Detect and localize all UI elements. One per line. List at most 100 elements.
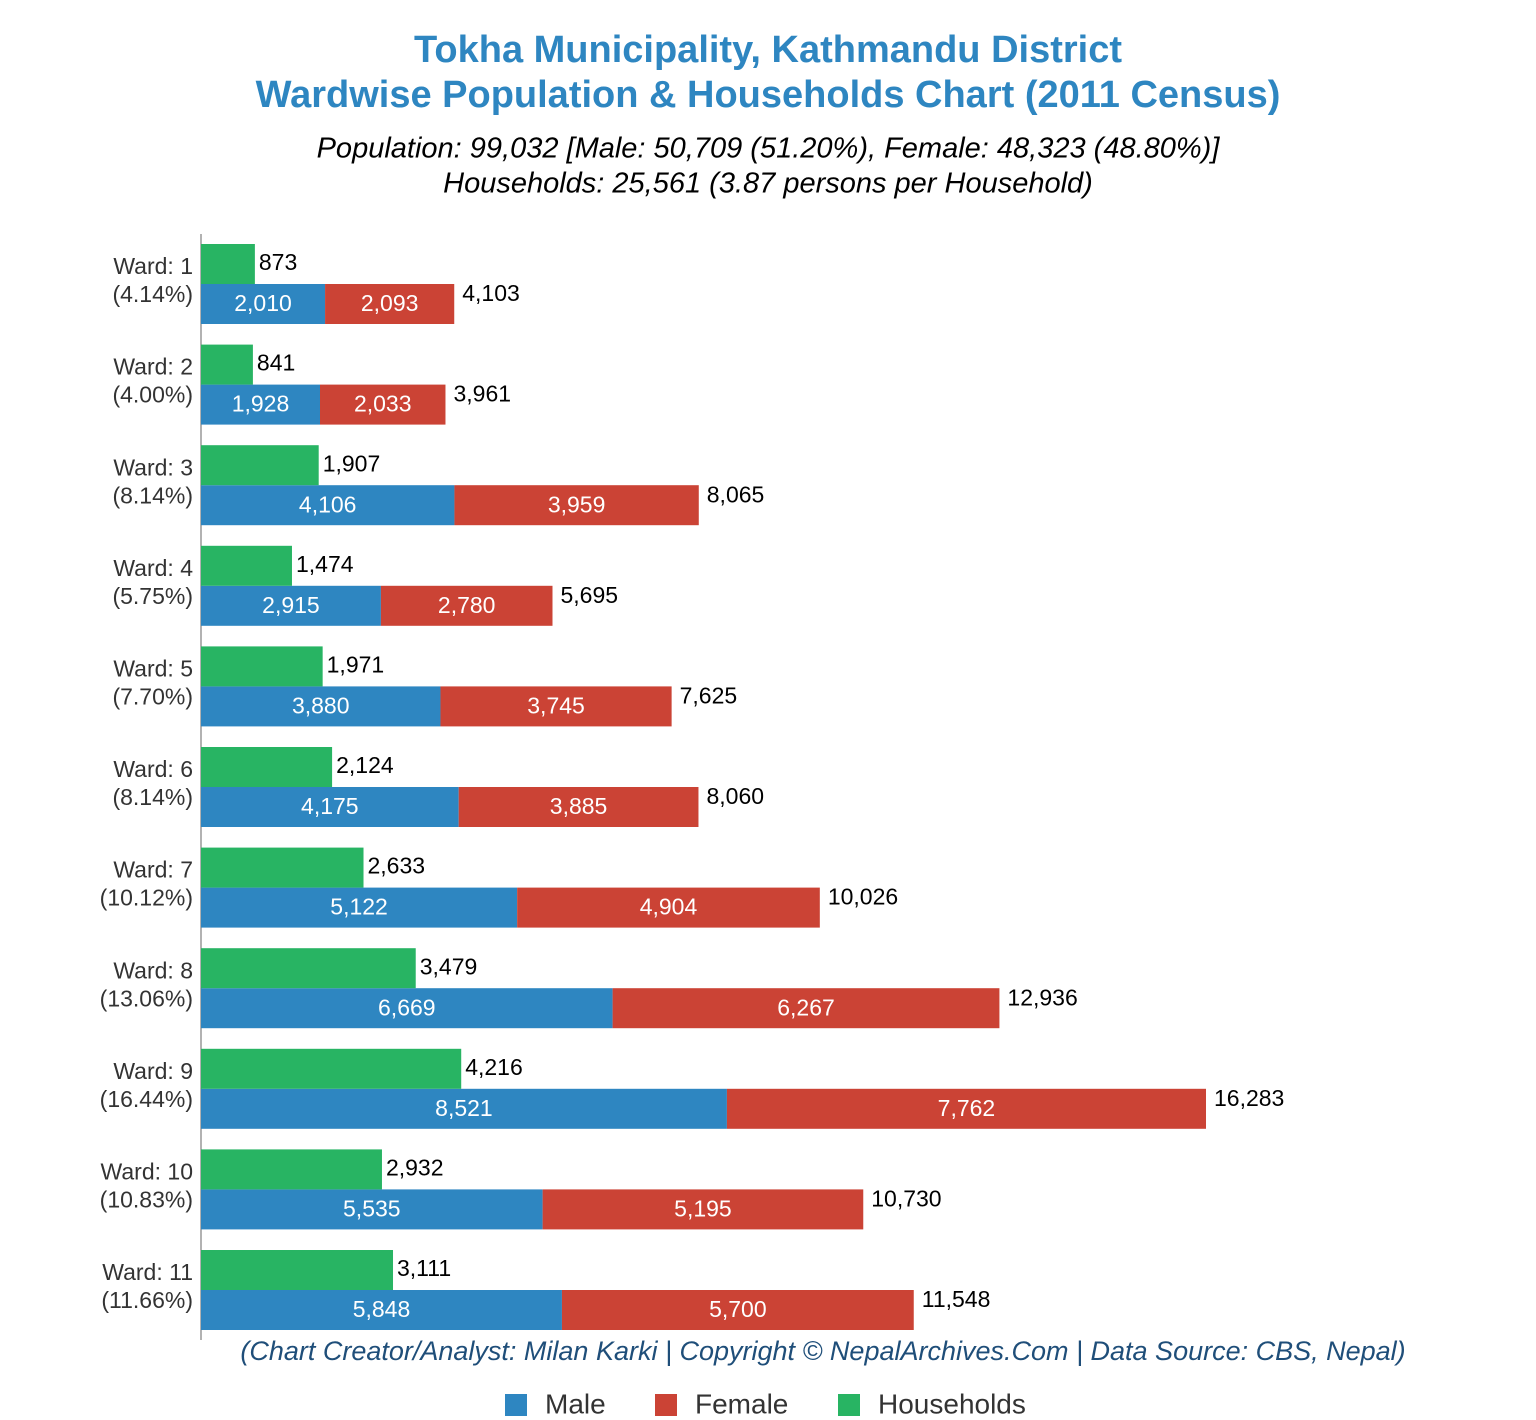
- data-label: 3,745: [527, 692, 585, 718]
- data-label: 5,700: [709, 1296, 767, 1322]
- data-label: 5,195: [674, 1195, 732, 1221]
- population-bar: [517, 887, 820, 928]
- population-bar: [319, 384, 446, 425]
- total-label: 10,026: [828, 884, 898, 910]
- population-bar: [201, 1290, 562, 1330]
- population-bar: [561, 1290, 914, 1330]
- data-label: 873: [259, 249, 297, 275]
- population-bar: [440, 686, 672, 727]
- data-label: 3,111: [397, 1255, 451, 1281]
- data-label: 1,474: [296, 551, 354, 577]
- population-bar: [325, 284, 455, 324]
- households-bar: [201, 646, 323, 687]
- data-label: 5,535: [343, 1195, 401, 1221]
- total-label: 16,283: [1214, 1085, 1284, 1111]
- data-label: 2,633: [368, 853, 426, 879]
- category-share: (10.12%): [100, 885, 193, 911]
- data-label: 3,885: [550, 793, 608, 819]
- legend-swatch: [505, 1394, 527, 1416]
- households-bar: [201, 344, 253, 385]
- category-share: (4.00%): [112, 382, 193, 408]
- population-bar: [201, 887, 518, 928]
- category-share: (11.66%): [101, 1287, 193, 1313]
- population-bar: [201, 1088, 727, 1129]
- data-label: 2,010: [234, 290, 292, 316]
- population-bar: [201, 787, 459, 827]
- category-label: Ward: 8: [113, 957, 193, 983]
- households-bar: [201, 1149, 382, 1190]
- population-bar: [201, 284, 326, 324]
- population-bar: [454, 485, 699, 526]
- category-label: Ward: 3: [113, 454, 193, 480]
- population-bar: [201, 686, 441, 727]
- legend-swatch: [838, 1394, 860, 1416]
- category-label: Ward: 11: [102, 1259, 193, 1285]
- category-label: Ward: 1: [113, 253, 193, 279]
- data-label: 7,762: [938, 1095, 996, 1121]
- households-bar: [201, 545, 292, 586]
- data-label: 1,907: [323, 450, 381, 476]
- population-bar: [201, 988, 613, 1029]
- total-label: 8,065: [707, 481, 765, 507]
- total-label: 11,548: [922, 1286, 991, 1312]
- category-share: (4.14%): [112, 281, 193, 307]
- total-label: 12,936: [1007, 984, 1077, 1010]
- legend-label: Male: [545, 1388, 606, 1419]
- category-share: (5.75%): [112, 583, 193, 609]
- households-bar: [201, 1048, 462, 1089]
- total-label: 5,695: [561, 582, 619, 608]
- total-label: 3,961: [453, 381, 511, 407]
- data-label: 3,880: [292, 692, 350, 718]
- chart-title: Wardwise Population & Households Chart (…: [256, 74, 1281, 116]
- category-share: (8.14%): [112, 482, 193, 508]
- category-label: Ward: 9: [113, 1058, 193, 1084]
- category-label: Ward: 2: [113, 354, 193, 380]
- data-label: 8,521: [435, 1095, 493, 1121]
- data-label: 3,959: [548, 491, 606, 517]
- data-label: 2,093: [361, 290, 419, 316]
- total-label: 4,103: [462, 280, 520, 306]
- population-bar: [542, 1189, 864, 1230]
- data-label: 841: [257, 350, 295, 376]
- data-label: 2,915: [262, 592, 320, 618]
- category-share: (13.06%): [100, 985, 193, 1011]
- data-label: 4,904: [640, 894, 698, 920]
- population-bar: [612, 988, 1000, 1029]
- category-share: (10.83%): [100, 1186, 193, 1212]
- population-bar: [201, 585, 381, 626]
- population-bar: [458, 787, 699, 827]
- category-label: Ward: 10: [101, 1158, 193, 1184]
- households-bar: [201, 948, 416, 989]
- total-label: 7,625: [680, 682, 738, 708]
- households-bar: [201, 847, 364, 888]
- chart-subtitle: Population: 99,032 [Male: 50,709 (51.20%…: [317, 133, 1221, 165]
- population-bar: [726, 1088, 1206, 1129]
- category-label: Ward: 5: [113, 655, 193, 681]
- population-bar: [380, 585, 553, 626]
- data-label: 2,932: [386, 1154, 444, 1180]
- households-bar: [201, 445, 319, 486]
- data-label: 4,106: [299, 491, 357, 517]
- category-share: (7.70%): [112, 683, 193, 709]
- data-label: 3,479: [420, 953, 478, 979]
- chart-subtitle: Households: 25,561 (3.87 persons per Hou…: [443, 168, 1093, 200]
- data-label: 1,928: [232, 391, 290, 417]
- data-label: 5,848: [353, 1296, 411, 1322]
- category-label: Ward: 6: [113, 756, 193, 782]
- category-label: Ward: 7: [113, 857, 193, 883]
- data-label: 6,669: [378, 994, 436, 1020]
- population-bar: [201, 384, 320, 425]
- category-share: (16.44%): [100, 1086, 193, 1112]
- data-label: 6,267: [777, 994, 835, 1020]
- data-label: 1,971: [327, 651, 385, 677]
- legend-label: Female: [695, 1388, 788, 1419]
- category-label: Ward: 4: [113, 555, 193, 581]
- data-label: 4,175: [301, 793, 359, 819]
- households-bar: [201, 1250, 394, 1290]
- households-bar: [201, 244, 255, 284]
- data-label: 2,780: [438, 592, 496, 618]
- footer: (Chart Creator/Analyst: Milan Karki | Co…: [240, 1336, 1405, 1366]
- legend-swatch: [655, 1394, 677, 1416]
- data-label: 2,124: [336, 752, 394, 778]
